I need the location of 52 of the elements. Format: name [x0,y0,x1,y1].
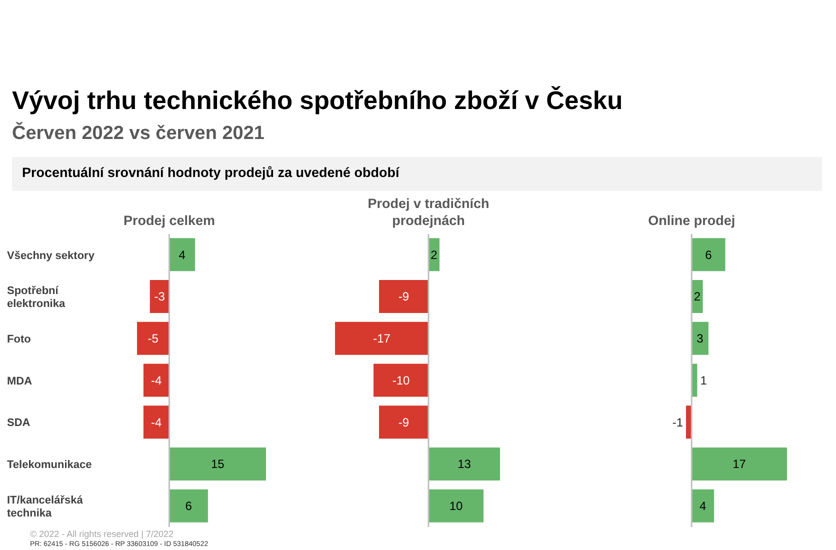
data-label: 2 [430,248,438,262]
data-label: 3 [696,332,704,346]
data-label: -4 [151,415,162,430]
data-label: 1 [700,373,708,388]
data-label: -1 [672,415,684,430]
data-label: 13 [458,457,472,472]
y-tick-label: Spotřební elektronika [7,285,66,310]
bar [335,322,428,355]
data-label: -17 [373,332,391,346]
data-label: -9 [398,415,410,430]
bar [137,322,170,355]
bar [692,489,714,522]
text: Procentuální srovnání hodnoty prodejů za uvedené období [22,165,400,182]
data-label: 2 [694,290,701,304]
bar [428,489,484,522]
y-tick-label: Foto [7,333,32,346]
data-label: 6 [705,248,712,262]
text: Vývoj trhu technického spotřebního zboží v Česku [12,87,623,116]
bar [692,447,787,480]
chart-title: Prodej celkem [122,212,216,229]
data-label: -3 [154,290,166,304]
bar [692,238,726,272]
chart-title: Online prodej [647,212,736,229]
bar [428,447,500,480]
bar [143,364,170,397]
bar [374,364,428,397]
data-label: 4 [178,248,186,262]
bar [150,280,170,314]
y-tick-label: IT/kancelářská technika [7,494,84,520]
data-label: -4 [151,373,162,388]
data-label: -5 [148,332,159,346]
y-tick-label: MDA [7,375,32,388]
chart-title: Prodej v tradičních prodejnách [366,195,490,229]
data-label: 10 [449,499,463,514]
y-tick-label: Telekomunikace [7,459,92,472]
data-label: 4 [699,499,706,514]
text: © 2022 - All rights reserved | 7/2022 [30,529,174,540]
bar [143,406,170,439]
data-label: -10 [392,373,410,388]
bar [169,238,196,272]
y-tick-label: SDA [7,417,30,430]
bar [169,447,266,480]
data-label: 6 [185,499,192,514]
data-label: 15 [210,457,225,472]
data-label: 17 [732,457,746,472]
data-label: -9 [398,290,410,304]
text: Červen 2022 vs červen 2021 [12,123,264,145]
bar [379,280,428,314]
y-tick-label: Všechny sektory [7,250,96,262]
bar [379,406,428,439]
bar [169,489,208,522]
bar [692,322,708,355]
